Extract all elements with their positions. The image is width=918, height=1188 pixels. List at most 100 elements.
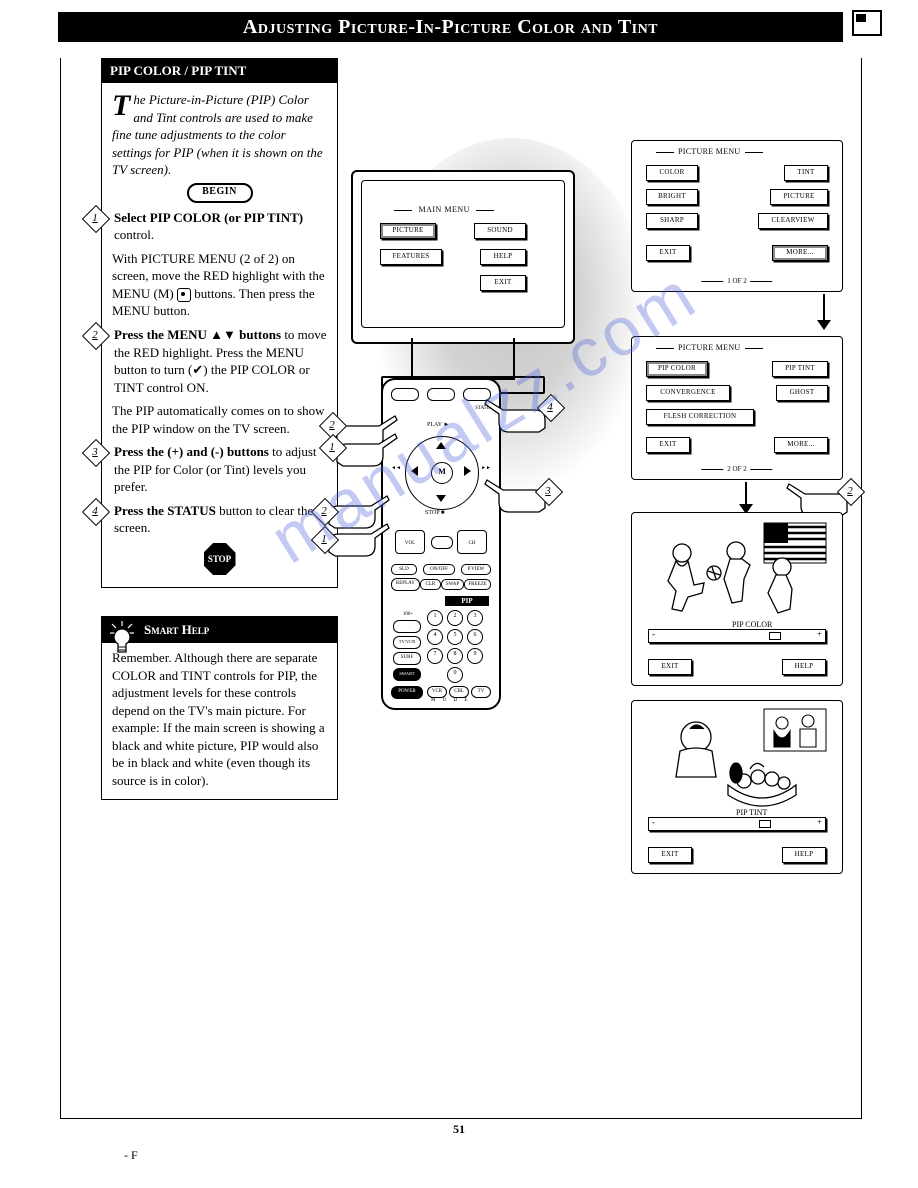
- tv-frame: MAIN MENU PICTURE SOUND FEATURES HELP EX…: [351, 170, 575, 344]
- pipcolor-slider: - +: [648, 629, 826, 643]
- pip-box-body: T he Picture-in-Picture (PIP) Color and …: [102, 83, 337, 587]
- remote-stop-label: STOP ■: [425, 510, 444, 516]
- step-number: 3: [86, 443, 104, 461]
- pointing-hand-icon: [481, 392, 549, 436]
- picture-menu-panel-1: PICTURE MENU COLOR TINT BRIGHT PICTURE S…: [631, 140, 843, 292]
- foot-mark: - F: [124, 1148, 138, 1163]
- panel4-help: HELP: [782, 847, 826, 863]
- remote-digit: 6: [467, 629, 483, 645]
- slider-knob: [759, 820, 771, 828]
- down-arrow-icon: [809, 292, 839, 337]
- remote-hundred: [393, 620, 421, 633]
- begin-badge: BEGIN: [187, 183, 253, 203]
- remote-surf: SURF: [393, 652, 421, 665]
- step1-tail: control.: [114, 227, 154, 242]
- remote-digit: 4: [427, 629, 443, 645]
- step2-bold: Press the MENU ▲▼ buttons: [114, 327, 281, 342]
- remote-btn: [391, 388, 419, 401]
- pm2-ghost: GHOST: [776, 385, 828, 401]
- stop-badge: STOP: [204, 543, 236, 575]
- corner-tv-icon: [852, 10, 882, 36]
- remote-dpad: M: [405, 436, 477, 508]
- remote-onoff: ON/OFF: [423, 564, 455, 575]
- step4-bold: Press the STATUS: [114, 503, 216, 518]
- remote-btn: [427, 388, 455, 401]
- step-number: 1: [86, 209, 104, 227]
- pointing-hand-icon: 1: [325, 516, 393, 560]
- smart-help-header: Smart Help: [102, 617, 337, 643]
- remote-tvvcr: TV/VCR: [393, 636, 421, 649]
- smart-help-box: Smart Help Remember. Although there are …: [101, 616, 338, 800]
- panel3-help: HELP: [782, 659, 826, 675]
- remote-digit: 0: [447, 667, 463, 683]
- tv-stand: [411, 338, 515, 380]
- remote-power: POWER: [391, 686, 423, 699]
- remote-swap: SWAP: [441, 579, 464, 590]
- pointing-hand-icon: 1: [333, 426, 401, 470]
- menu-features-button: FEATURES: [380, 249, 442, 265]
- pm1-exit: EXIT: [646, 245, 690, 261]
- step-4: 4 Press the STATUS button to clear the s…: [92, 502, 327, 537]
- pm2-exit: EXIT: [646, 437, 690, 453]
- remote-menu-button: M: [431, 462, 453, 484]
- remote-digit: 8: [447, 648, 463, 664]
- remote-vol-button: VOL: [395, 530, 425, 554]
- remote-digit: 3: [467, 610, 483, 626]
- tv-screen: MAIN MENU PICTURE SOUND FEATURES HELP EX…: [361, 180, 565, 328]
- step-number: 2: [86, 326, 104, 344]
- panel-title: PICTURE MENU: [652, 147, 767, 156]
- menu-picture-button: PICTURE: [380, 223, 436, 239]
- remote-hundred-label: 100+: [393, 612, 423, 617]
- pm1-tint: TINT: [784, 165, 828, 181]
- remote-digit: 7: [427, 648, 443, 664]
- panel4-exit: EXIT: [648, 847, 692, 863]
- page-number: 51: [0, 1122, 918, 1137]
- pm1-more: MORE...: [772, 245, 828, 261]
- step3-bold: Press the (+) and (-) buttons: [114, 444, 269, 459]
- step1-paragraph: With PICTURE MENU (2 of 2) on screen, mo…: [112, 250, 327, 320]
- piptint-slider: - +: [648, 817, 826, 831]
- main-menu-title: MAIN MENU: [390, 205, 498, 214]
- page-title-bar: Adjusting Picture-In-Picture Color and T…: [58, 12, 843, 42]
- picture-menu-panel-2: PICTURE MENU PIP COLOR PIP TINT CONVERGE…: [631, 336, 843, 480]
- remote-numpad: 1 2 3 4 5 6 7 8 9 0: [427, 610, 483, 683]
- pip-box-header: PIP COLOR / PIP TINT: [102, 59, 337, 83]
- pm1-color: COLOR: [646, 165, 698, 181]
- smart-help-title: Smart Help: [144, 622, 209, 637]
- remote-pip-small: [431, 536, 453, 549]
- panel-title: PICTURE MENU: [652, 343, 767, 352]
- menu-button-icon: [177, 288, 191, 302]
- intro-text: he Picture-in-Picture (PIP) Color and Ti…: [112, 92, 323, 177]
- panel-foot: 2 OF 2: [697, 465, 776, 473]
- remote-mode-cbl: CBL: [449, 686, 469, 698]
- step-2: 2 Press the MENU ▲▼ buttons to move the …: [92, 326, 327, 396]
- pm1-sharp: SHARP: [646, 213, 698, 229]
- menu-exit-button: EXIT: [480, 275, 526, 291]
- remote-replay: REPLAY: [391, 578, 420, 591]
- panel3-exit: EXIT: [648, 659, 692, 675]
- smart-help-body: Remember. Although there are separate CO…: [102, 643, 337, 799]
- menu-help-button: HELP: [480, 249, 526, 265]
- remote-pview: P.VIEW: [461, 564, 491, 575]
- pm1-bright: BRIGHT: [646, 189, 698, 205]
- panel-foot: 1 OF 2: [697, 277, 776, 285]
- remote-clr: CLR: [420, 579, 441, 590]
- step-3: 3 Press the (+) and (-) buttons to adjus…: [92, 443, 327, 496]
- tv-illustration: MAIN MENU PICTURE SOUND FEATURES HELP EX…: [351, 170, 571, 370]
- pip-intro: T he Picture-in-Picture (PIP) Color and …: [112, 91, 327, 179]
- pm2-convergence: CONVERGENCE: [646, 385, 730, 401]
- step1-bold: Select PIP COLOR (or PIP TINT): [114, 210, 303, 225]
- pm1-picture: PICTURE: [770, 189, 828, 205]
- pip-color-panel: PIP COLOR - + EXIT HELP: [631, 512, 843, 686]
- pm2-piptint: PIP TINT: [772, 361, 828, 377]
- pm2-flesh: FLESH CORRECTION: [646, 409, 754, 425]
- pm2-pipcolor: PIP COLOR: [646, 361, 708, 377]
- pipcolor-label: PIP COLOR: [732, 620, 772, 629]
- step-1: 1 Select PIP COLOR (or PIP TINT) control…: [92, 209, 327, 244]
- remote-digit: 1: [427, 610, 443, 626]
- slider-knob: [769, 632, 781, 640]
- remote-play-label: PLAY ►: [427, 422, 449, 428]
- pip-tint-panel: PIP TINT - + EXIT HELP: [631, 700, 843, 874]
- pip-instructions-box: PIP COLOR / PIP TINT T he Picture-in-Pic…: [101, 58, 338, 588]
- manual-page: Adjusting Picture-In-Picture Color and T…: [0, 0, 918, 1188]
